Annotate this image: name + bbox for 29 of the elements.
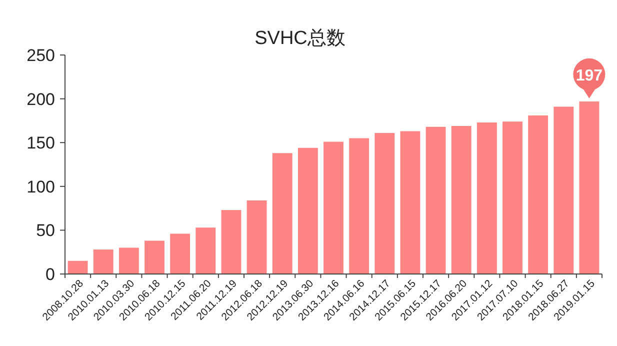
y-tick-label: 250 [26, 46, 55, 65]
bar [476, 122, 497, 274]
bar [374, 132, 395, 274]
bar [528, 115, 548, 274]
bar [118, 248, 139, 274]
chart-title: SVHC总数 [254, 28, 346, 49]
y-tick-label: 200 [26, 90, 55, 109]
bar [246, 200, 267, 274]
data-label: 197 [576, 67, 603, 84]
bar [349, 138, 370, 274]
bar [272, 153, 292, 274]
bar [298, 148, 318, 274]
bar [93, 249, 114, 274]
bar [68, 260, 88, 274]
y-tick-label: 150 [26, 134, 55, 153]
bar [426, 126, 446, 274]
bar [170, 234, 190, 274]
y-tick-label: 50 [36, 221, 55, 240]
bar [221, 210, 242, 274]
bar [451, 126, 472, 274]
bar [196, 228, 216, 274]
bar [400, 131, 420, 274]
bar [579, 101, 600, 274]
bar [502, 122, 522, 274]
bar [554, 106, 574, 274]
bar [144, 240, 164, 274]
y-tick-label: 100 [26, 177, 55, 196]
y-tick-label: 0 [46, 265, 55, 284]
bar [324, 142, 344, 274]
